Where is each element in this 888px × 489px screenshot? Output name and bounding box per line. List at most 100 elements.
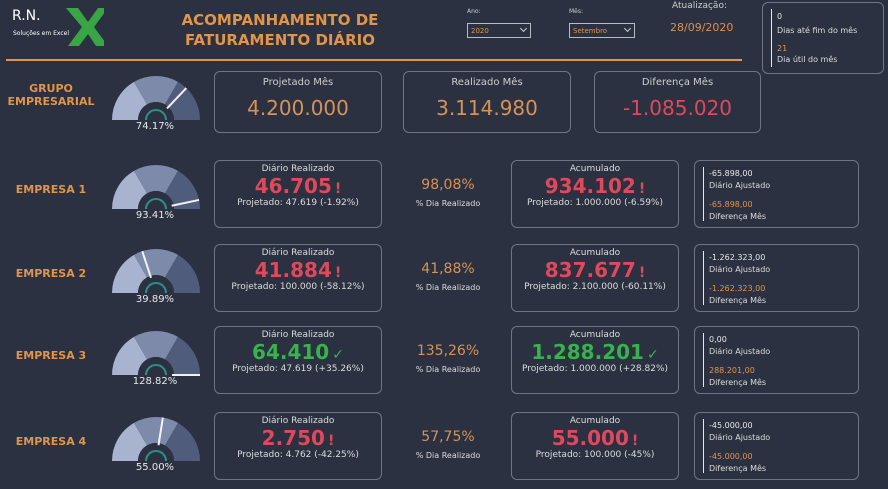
diario-realizado-card: Diário Realizado 46.705! Projetado: 47.6… — [214, 160, 382, 228]
diario-ajustado-label: Diário Ajustado — [709, 265, 771, 274]
diario-realizado-title: Diário Realizado — [261, 248, 335, 258]
acumulado-title: Acumulado — [569, 164, 621, 174]
pct-dia-realizado-value: 57,75% — [421, 429, 475, 445]
gauge-inner-ring — [145, 450, 167, 462]
diario-ajustado-label: Diário Ajustado — [709, 181, 771, 190]
check-icon: ✓ — [646, 347, 659, 363]
chevron-down-icon — [519, 24, 528, 33]
diferenca-mes-empresa-value: -45.000,00 — [709, 452, 753, 461]
empresa-gauge — [112, 331, 200, 377]
ano-label: Ano: — [467, 8, 481, 15]
diferenca-mes-empresa-value: -65.898,00 — [709, 200, 753, 209]
diario-realizado-card: Diário Realizado 41.884! Projetado: 100.… — [214, 244, 382, 312]
diario-realizado-title: Diário Realizado — [261, 416, 335, 426]
gauge-inner-ring — [145, 282, 167, 294]
page-title: ACOMPANHAMENTO DE FATURAMENTO DIÁRIO — [175, 10, 385, 50]
diario-realizado-value: 2.750 — [261, 426, 325, 450]
diario-realizado-card: Diário Realizado 64.410 ✓ Projetado: 47.6… — [214, 326, 382, 394]
diario-realizado-value-row: 64.410 ✓ — [215, 340, 381, 364]
ajuste-divider — [703, 251, 704, 305]
acumulado-title: Acumulado — [569, 248, 621, 258]
gauge-needle — [166, 87, 188, 110]
diario-projetado-text: Projetado: 47.619 (-1.92%) — [237, 198, 359, 208]
diario-realizado-value-row: 41.884! — [215, 258, 381, 282]
pct-dia-realizado-label: % Dia Realizado — [415, 199, 481, 208]
title-line-1: ACOMPANHAMENTO DE — [181, 11, 379, 29]
gauge-band — [134, 249, 178, 278]
empresa-gauge — [112, 165, 200, 211]
acumulado-value: 1.288.201 — [531, 340, 644, 364]
diario-ajustado-label: Diário Ajustado — [709, 433, 771, 442]
ajuste-box: -1.262.323,00 Diário Ajustado -1.262.323… — [694, 244, 859, 312]
empresa-gauge-value: 39.89% — [135, 294, 175, 305]
diario-ajustado-value: 0,00 — [709, 335, 727, 344]
alert-icon: ! — [638, 265, 646, 281]
alert-icon: ! — [327, 433, 335, 449]
ano-selected-value: 2020 — [471, 27, 489, 35]
empresa-gauge — [112, 249, 200, 295]
ano-dropdown[interactable]: 2020 — [467, 23, 531, 38]
gauge-band — [112, 170, 147, 209]
dia-util-label: Dia útil do mês — [777, 55, 838, 64]
diario-realizado-value-row: 2.750! — [215, 426, 381, 450]
title-line-2: FATURAMENTO DIÁRIO — [185, 31, 375, 49]
pct-dia-realizado-value: 98,08% — [421, 177, 475, 193]
header-divider — [6, 59, 742, 61]
gauge-band — [165, 336, 200, 375]
acumulado-card: Acumulado 55.000! Projetado: 100.000 (-4… — [511, 412, 679, 480]
gauge-band — [134, 165, 178, 194]
dias-fim-value: 0 — [777, 12, 783, 21]
empresa-gauge-value: 93.41% — [135, 210, 175, 221]
empresa-gauge — [112, 417, 200, 463]
grupo-gauge — [112, 76, 200, 122]
diferenca-mes-empresa-value: 288.201,00 — [709, 366, 755, 375]
ajuste-box: 0,00 Diário Ajustado 288.201,00 Diferenç… — [694, 326, 859, 394]
gauge-band — [112, 81, 147, 120]
acumulado-value-row: 1.288.201 ✓ — [512, 340, 678, 364]
empresa-gauge-value: 55.00% — [135, 462, 175, 473]
acumulado-projetado-text: Projetado: 100.000 (-45%) — [535, 450, 655, 460]
acumulado-value-row: 55.000! — [512, 426, 678, 450]
gauge-band — [165, 170, 200, 209]
diferenca-mes-title: Diferença Mês — [641, 77, 714, 88]
diario-realizado-value: 46.705 — [254, 174, 332, 198]
mes-selected-value: Setembro — [573, 27, 608, 35]
projetado-mes-title: Projetado Mês — [262, 77, 334, 88]
acumulado-projetado-text: Projetado: 1.000.000 (-6.59%) — [527, 198, 663, 208]
acumulado-value: 837.677 — [544, 258, 636, 282]
empresa-label: EMPRESA 2 — [15, 267, 87, 280]
acumulado-value-row: 934.102! — [512, 174, 678, 198]
realizado-mes-value: 3.114.980 — [436, 96, 538, 120]
diario-realizado-title: Diário Realizado — [261, 330, 335, 340]
diferenca-mes-empresa-value: -1.262.323,00 — [709, 284, 766, 293]
projetado-mes-value: 4.200.000 — [247, 96, 349, 120]
diario-realizado-value: 64.410 — [252, 340, 330, 364]
diario-ajustado-value: -1.262.323,00 — [709, 253, 766, 262]
logo-text: R.N. — [12, 8, 41, 24]
ajuste-divider — [703, 167, 704, 221]
gauge-band — [134, 331, 178, 360]
grupo-label: GRUPO EMPRESARIAL — [6, 82, 96, 108]
empresa-gauge-value: 128.82% — [132, 376, 178, 387]
gauge-inner-ring — [145, 364, 167, 376]
mes-label: Mês: — [569, 8, 584, 15]
projetado-mes-card: Projetado Mês 4.200.000 — [214, 71, 382, 133]
diferenca-mes-value: -1.085.020 — [622, 96, 732, 120]
gauge-inner-ring — [145, 198, 167, 210]
diario-realizado-title: Diário Realizado — [261, 164, 335, 174]
logo-subtitle: Soluções em Excel — [12, 30, 70, 37]
atualizacao-label: Atualização: — [672, 1, 727, 11]
diario-ajustado-value: -65.898,00 — [709, 169, 753, 178]
gauge-needle — [171, 198, 200, 207]
diario-realizado-card: Diário Realizado 2.750! Projetado: 4.762… — [214, 412, 382, 480]
gauge-band — [112, 254, 147, 293]
dias-fim-label: Dias até fim do mês — [777, 26, 858, 35]
chevron-down-icon — [623, 24, 632, 33]
gauge-band — [165, 81, 200, 120]
acumulado-value-row: 837.677! — [512, 258, 678, 282]
mes-dropdown[interactable]: Setembro — [569, 23, 635, 38]
acumulado-title: Acumulado — [569, 330, 621, 340]
acumulado-projetado-text: Projetado: 2.100.000 (-60.11%) — [524, 282, 666, 292]
check-icon: ✓ — [332, 347, 344, 363]
ajuste-box: -45.000,00 Diário Ajustado -45.000,00 Di… — [694, 412, 859, 480]
